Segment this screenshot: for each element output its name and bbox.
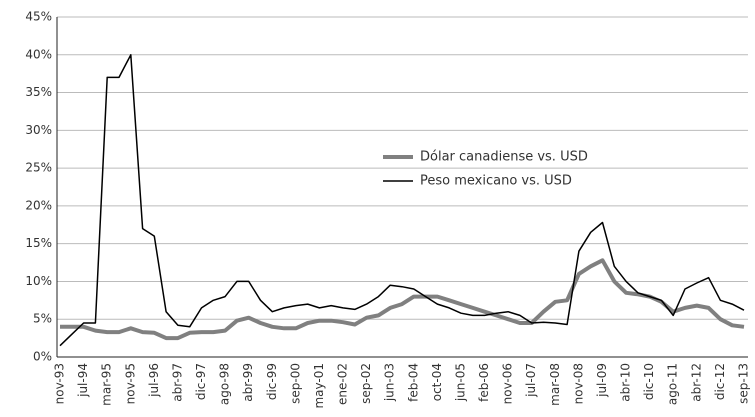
x-tick-label: jul-96	[147, 363, 161, 398]
x-tick-label: nov-08	[571, 363, 585, 404]
x-tick-label: sep-13	[737, 363, 751, 404]
x-tick-label: sep-00	[288, 363, 302, 404]
x-tick-label: dic-12	[713, 363, 727, 400]
y-tick-label: 45%	[25, 10, 52, 24]
x-tick-label: may-01	[312, 363, 326, 409]
x-tick-label: mar-95	[100, 363, 114, 406]
x-tick-label: nov-93	[53, 363, 67, 404]
y-tick-label: 15%	[25, 236, 52, 250]
x-tick-label: jul-94	[76, 363, 90, 398]
x-tick-label: ago-11	[666, 363, 680, 405]
legend-label: Peso mexicano vs. USD	[420, 174, 572, 189]
x-tick-label: jun-03	[383, 363, 397, 402]
y-tick-label: 5%	[33, 312, 52, 326]
x-tick-label: sep-02	[359, 363, 373, 404]
series-line	[59, 54, 745, 347]
y-tick-label: 30%	[25, 123, 52, 137]
x-tick-label: ago-98	[218, 363, 232, 405]
x-tick-label: feb-04	[406, 363, 420, 402]
x-tick-label: dic-97	[194, 363, 208, 400]
x-tick-label: nov-06	[501, 363, 515, 404]
x-tick-label: mar-08	[548, 363, 562, 406]
series-line	[60, 258, 745, 341]
x-tick-label: nov-95	[123, 363, 137, 404]
x-tick-label: jun-05	[453, 363, 467, 402]
y-tick-label: 25%	[25, 161, 52, 175]
x-tick-label: dic-99	[265, 363, 279, 400]
y-tick-label: 20%	[25, 198, 52, 212]
y-tick-label: 10%	[25, 274, 52, 288]
x-tick-label: oct-04	[430, 363, 444, 401]
y-tick-label: 40%	[25, 47, 52, 61]
x-tick-label: dic-10	[642, 363, 656, 400]
y-tick-label: 0%	[33, 350, 52, 364]
x-tick-label: abr-12	[689, 363, 703, 402]
x-tick-label: feb-06	[477, 363, 491, 402]
x-tick-label: jul-09	[595, 363, 609, 398]
x-tick-label: abr-97	[170, 363, 184, 402]
x-tick-label: jul-07	[524, 363, 538, 398]
legend-label: Dólar canadiense vs. USD	[420, 150, 588, 165]
x-tick-label: abr-10	[619, 363, 633, 402]
x-tick-label: ene-02	[336, 363, 350, 405]
x-tick-label: abr-99	[241, 363, 255, 402]
y-tick-label: 35%	[25, 85, 52, 99]
